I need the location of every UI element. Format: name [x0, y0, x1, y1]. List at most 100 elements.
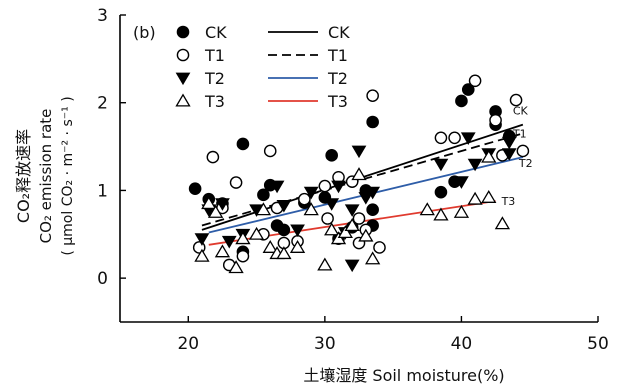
- point-t2: [331, 180, 346, 194]
- point-ck: [236, 137, 250, 151]
- point-t1: [206, 150, 220, 164]
- point-t2: [290, 224, 305, 238]
- axes: 0 1 2 3 20 30 40 50: [97, 6, 609, 354]
- point-t2: [365, 186, 381, 200]
- point-t3: [214, 244, 231, 258]
- point-t2: [358, 192, 374, 205]
- point-t2: [344, 259, 360, 273]
- point-t3: [207, 204, 224, 218]
- y-axis-title-en: CO₂ emission rate: [37, 109, 55, 244]
- point-ck: [277, 223, 291, 237]
- point-t2: [351, 145, 367, 159]
- point-t3: [358, 228, 374, 242]
- point-t2: [433, 158, 449, 172]
- data-points: [188, 74, 530, 274]
- fit-line-label-t3: T3: [501, 195, 516, 208]
- point-t1: [366, 89, 379, 102]
- point-t1: [298, 192, 311, 206]
- point-t1: [263, 144, 277, 158]
- legend-line-label-ck: CK: [328, 23, 350, 42]
- point-t2: [344, 204, 360, 217]
- x-tick-label: 20: [177, 334, 199, 354]
- point-t1: [236, 249, 250, 263]
- point-t1: [489, 113, 502, 127]
- legend-marker-label-t2: T2: [204, 69, 225, 88]
- legend-marker-t1: [176, 48, 190, 62]
- point-t1: [516, 144, 530, 158]
- point-t1: [352, 212, 366, 225]
- y-axis-title-unit: ( μmol CO₂ · m⁻² · s⁻¹ ): [60, 96, 76, 255]
- y-tick-label: 2: [97, 94, 108, 114]
- point-t2: [467, 158, 483, 172]
- point-ck: [366, 203, 379, 217]
- point-t2: [269, 180, 285, 194]
- point-t1: [373, 241, 386, 254]
- point-t3: [194, 248, 210, 262]
- point-ck: [434, 185, 448, 199]
- point-t3: [228, 260, 244, 274]
- y-tick-label: 0: [97, 269, 108, 289]
- point-t1: [468, 74, 482, 88]
- point-t2: [501, 136, 517, 150]
- legend-marker-label-t3: T3: [204, 92, 225, 111]
- point-t3: [419, 202, 435, 216]
- x-tick-label: 50: [587, 334, 609, 354]
- point-ck: [325, 149, 338, 162]
- x-axis-title: 土壤湿度 Soil moisture(%): [303, 366, 504, 385]
- point-t3: [324, 222, 340, 236]
- legend-marker-ck: [176, 25, 190, 39]
- point-t3: [433, 207, 449, 221]
- point-ck: [461, 83, 475, 96]
- point-t2: [460, 132, 476, 145]
- point-t3: [467, 191, 483, 205]
- legend-line-label-t1: T1: [327, 46, 348, 65]
- legend-line-label-t2: T2: [327, 69, 348, 88]
- point-t1: [448, 131, 461, 145]
- point-t3: [453, 204, 470, 218]
- x-tick-label: 30: [314, 334, 336, 354]
- point-t3: [289, 239, 306, 253]
- legend-marker-label-ck: CK: [205, 23, 227, 42]
- y-tick-label: 3: [97, 6, 108, 26]
- legend-line-label-t3: T3: [327, 92, 348, 111]
- point-t2: [194, 233, 210, 246]
- point-t2: [221, 235, 237, 249]
- point-t3: [201, 196, 217, 210]
- legend: CK T1 T2 T3 CK T1 T2 T3: [175, 23, 350, 111]
- point-t3: [337, 225, 353, 239]
- y-axis-title-zh: CO₂释放速率: [14, 129, 33, 223]
- point-t3: [317, 257, 333, 271]
- point-t3: [262, 239, 278, 253]
- point-t3: [255, 202, 272, 216]
- point-ck: [188, 182, 202, 195]
- point-t2: [215, 198, 230, 211]
- point-t1: [318, 179, 332, 193]
- point-t3: [303, 202, 319, 216]
- point-t1: [229, 176, 243, 189]
- point-t2: [276, 199, 292, 213]
- point-t3: [235, 231, 251, 245]
- point-t2: [501, 148, 517, 161]
- fit-line-label-ck: CK: [513, 105, 529, 118]
- point-t2: [303, 186, 319, 200]
- point-ck: [257, 188, 270, 202]
- panel-label: (b): [133, 23, 156, 42]
- point-t3: [365, 251, 381, 265]
- point-t3: [276, 246, 292, 260]
- legend-marker-t2: [175, 72, 191, 86]
- point-t3: [481, 189, 497, 203]
- point-t2: [454, 176, 469, 189]
- point-t1: [434, 131, 448, 145]
- fit-line-label-t2: T2: [518, 157, 533, 170]
- point-t3: [344, 218, 360, 232]
- legend-marker-label-t1: T1: [204, 46, 225, 65]
- point-ck: [366, 115, 379, 129]
- point-t3: [351, 167, 367, 181]
- point-t2: [324, 198, 340, 211]
- point-t3: [248, 226, 265, 240]
- point-t3: [481, 149, 497, 163]
- axis-labels: (b) 土壤湿度 Soil moisture(%) CO₂释放速率 CO₂ em…: [14, 23, 505, 385]
- point-ck: [455, 94, 468, 108]
